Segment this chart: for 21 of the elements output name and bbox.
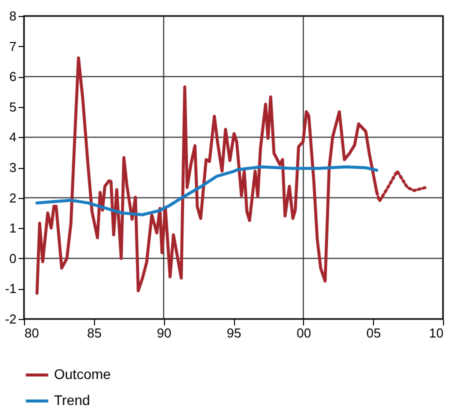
x-tick-label: 90 (156, 326, 172, 340)
y-tick-label: 2 (9, 190, 16, 206)
y-tick-label: 4 (9, 130, 16, 145)
x-tick-label: 95 (226, 326, 242, 340)
x-tick-label: 10 (429, 326, 444, 340)
y-tick-label: 1 (9, 220, 16, 236)
x-tick-label: 00 (296, 326, 312, 340)
y-tick-label: 6 (9, 69, 16, 84)
x-tick-label: 80 (24, 326, 39, 340)
legend-label: Trend (54, 392, 90, 408)
y-tick-label: 7 (9, 38, 16, 54)
y-tick-label: 5 (9, 99, 16, 114)
y-tick-label: -2 (4, 312, 16, 326)
y-tick-label: 8 (9, 8, 16, 24)
line-series (35, 165, 378, 216)
y-tick-label: 3 (9, 160, 16, 175)
x-tick-label: 05 (366, 326, 381, 340)
x-tick-label: 85 (87, 326, 102, 340)
legend-label: Outcome (54, 366, 112, 382)
y-tick-label: -1 (4, 281, 16, 296)
y-tick-label: 0 (9, 250, 16, 266)
